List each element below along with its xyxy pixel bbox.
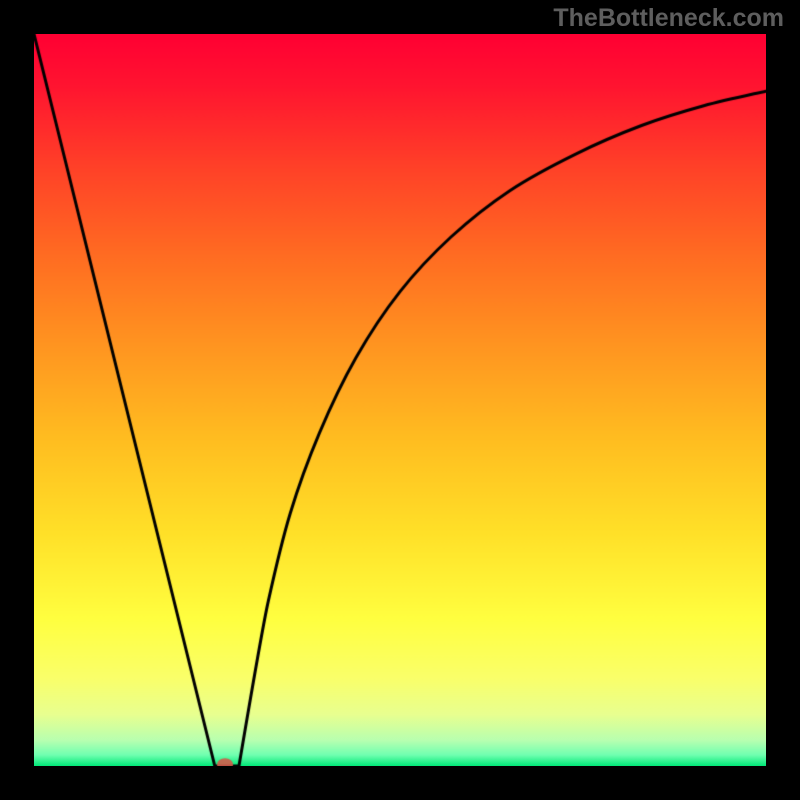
chart-stage: TheBottleneck.com <box>0 0 800 800</box>
bottleneck-curve <box>34 34 766 766</box>
plot-area <box>34 34 766 766</box>
watermark-label: TheBottleneck.com <box>553 4 784 33</box>
chart-frame <box>0 0 800 800</box>
